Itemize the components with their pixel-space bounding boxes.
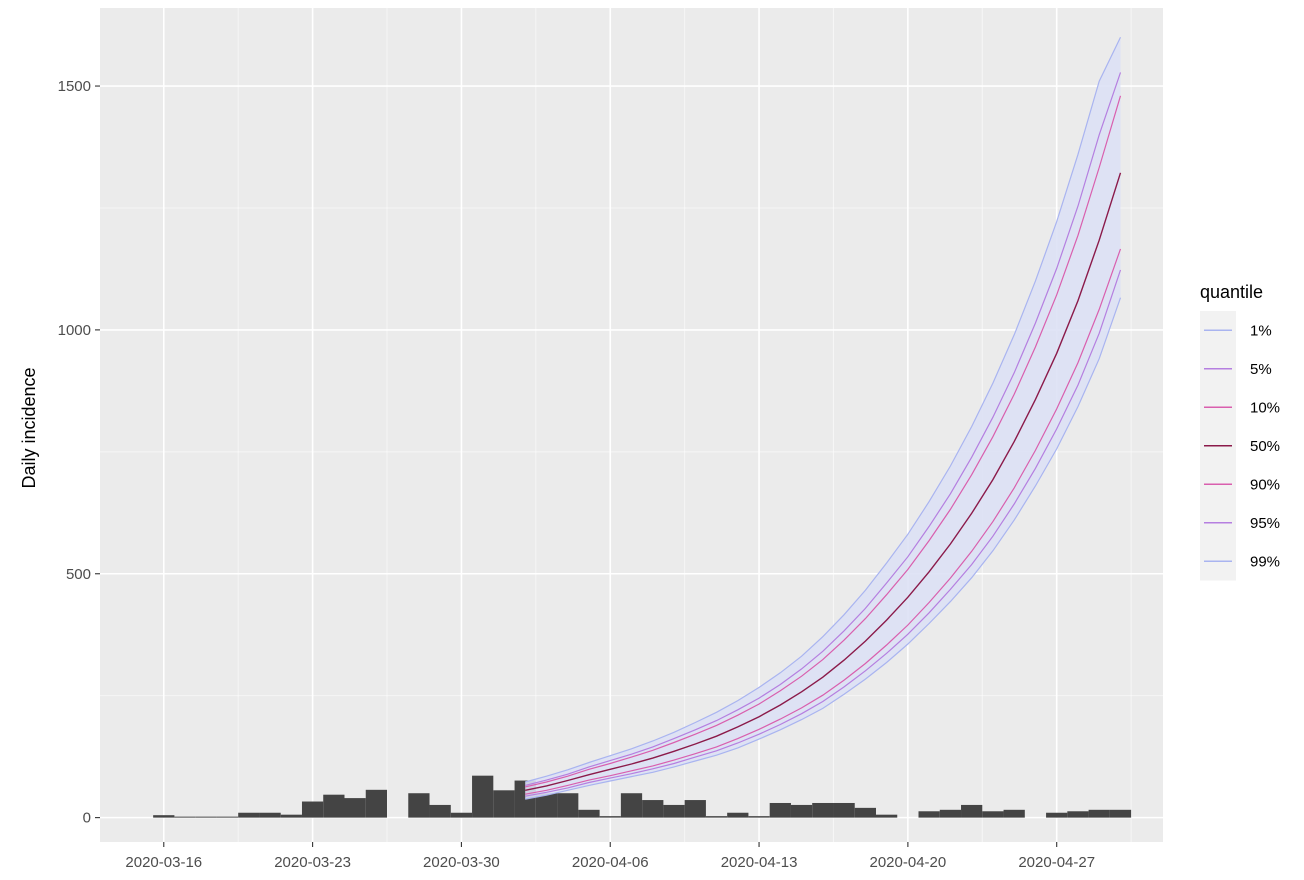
legend: quantile 1% 5% 10% 50% 90% 95% 99% bbox=[1200, 282, 1280, 581]
projection-line-90pct bbox=[525, 95, 1122, 788]
observed-bar bbox=[450, 812, 473, 818]
observed-bar bbox=[493, 790, 515, 818]
y-tick-label: 1000 bbox=[58, 322, 91, 339]
legend-label: 50% bbox=[1250, 438, 1280, 455]
y-tick-label: 500 bbox=[66, 566, 91, 583]
observed-bar bbox=[727, 812, 749, 818]
observed-bar bbox=[344, 798, 366, 818]
projection-line-50pct bbox=[525, 172, 1122, 791]
observed-bar bbox=[833, 802, 855, 818]
observed-bar bbox=[1003, 809, 1025, 818]
projection-lines bbox=[525, 37, 1122, 800]
observed-bar bbox=[259, 812, 281, 818]
y-tick-label: 1500 bbox=[58, 78, 91, 95]
observed-bar bbox=[323, 794, 345, 818]
observed-bar bbox=[301, 801, 324, 818]
observed-bar bbox=[174, 816, 196, 818]
observed-bar bbox=[769, 802, 791, 818]
observed-bar bbox=[578, 809, 600, 818]
x-tick-label: 2020-03-16 bbox=[125, 854, 202, 871]
observed-bar bbox=[875, 814, 898, 818]
observed-bar bbox=[535, 793, 558, 818]
legend-title: quantile bbox=[1200, 282, 1263, 302]
x-tick-label: 2020-04-13 bbox=[721, 854, 798, 871]
projection-line-99pct bbox=[525, 37, 1122, 783]
projection-ribbons bbox=[525, 37, 1121, 800]
observed-bar bbox=[1109, 809, 1132, 818]
legend-label: 10% bbox=[1250, 399, 1280, 416]
observed-bar bbox=[195, 816, 217, 818]
y-axis-title: Daily incidence bbox=[19, 367, 39, 488]
observed-bar bbox=[216, 816, 239, 818]
observed-bar bbox=[961, 804, 983, 818]
x-axis-ticks: 2020-03-16 2020-03-23 2020-03-30 2020-04-06… bbox=[125, 842, 1095, 871]
observed-bar bbox=[1067, 811, 1089, 818]
x-tick-label: 2020-04-27 bbox=[1018, 854, 1095, 871]
legend-label: 95% bbox=[1250, 515, 1280, 532]
observed-bar bbox=[812, 802, 834, 818]
grid-minor-x bbox=[88, 8, 1132, 842]
observed-bar bbox=[854, 807, 876, 818]
y-tick-label: 0 bbox=[83, 810, 91, 827]
projection-line-10pct bbox=[525, 248, 1122, 795]
projection-line-5pct bbox=[525, 269, 1122, 797]
observed-bar bbox=[599, 816, 621, 818]
observed-bar bbox=[684, 800, 706, 818]
y-axis-ticks: 0 500 1000 1500 bbox=[58, 78, 100, 827]
observed-bar bbox=[918, 811, 940, 818]
observed-bar bbox=[408, 793, 430, 818]
x-tick-label: 2020-04-20 bbox=[870, 854, 947, 871]
observed-bar bbox=[748, 816, 770, 818]
observed-bars bbox=[153, 775, 1132, 818]
observed-bar bbox=[620, 793, 643, 818]
observed-bar bbox=[365, 789, 388, 818]
observed-bar bbox=[472, 775, 494, 818]
x-tick-label: 2020-03-23 bbox=[274, 854, 351, 871]
x-tick-label: 2020-03-30 bbox=[423, 854, 500, 871]
observed-bar bbox=[280, 814, 302, 818]
observed-bar bbox=[238, 812, 260, 818]
projection-ribbon bbox=[525, 37, 1121, 800]
legend-label: 5% bbox=[1250, 361, 1272, 378]
x-tick-label: 2020-04-06 bbox=[572, 854, 649, 871]
legend-label: 99% bbox=[1250, 553, 1280, 570]
observed-bar bbox=[429, 804, 451, 818]
observed-bar bbox=[982, 811, 1004, 818]
projection-line-95pct bbox=[525, 72, 1122, 786]
observed-bar bbox=[663, 804, 685, 818]
legend-label: 90% bbox=[1250, 476, 1280, 493]
observed-bar bbox=[153, 815, 175, 818]
observed-bar bbox=[1088, 809, 1110, 818]
observed-bar bbox=[790, 804, 813, 818]
observed-bar bbox=[705, 816, 728, 818]
observed-bar bbox=[642, 800, 664, 818]
legend-label: 1% bbox=[1250, 322, 1272, 339]
projection-line-1pct bbox=[525, 297, 1122, 800]
legend-keys: 1% 5% 10% 50% 90% 95% 99% bbox=[1200, 311, 1280, 581]
observed-bar bbox=[557, 793, 579, 818]
observed-bar bbox=[1046, 812, 1068, 818]
observed-bar bbox=[939, 809, 962, 818]
